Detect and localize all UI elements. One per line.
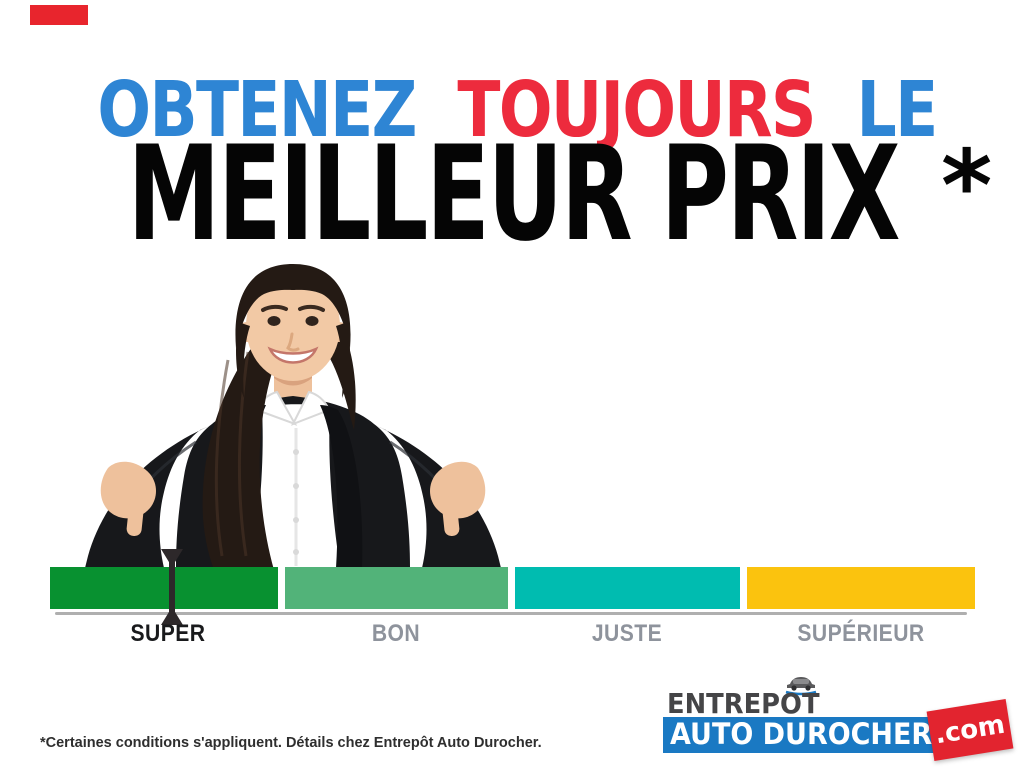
gauge-label-superieur: SUPÉRIEUR: [797, 620, 925, 647]
woman-figure: [85, 264, 501, 570]
gauge-segment-super: [50, 567, 278, 609]
logo-auto-durocher-text: AUTO DUROCHER: [670, 717, 933, 751]
gauge-segment-juste: [515, 567, 740, 609]
headline-word-toujours: TOUJOURS: [457, 66, 816, 155]
gauge-needle-icon: [161, 549, 183, 625]
headline-word-obtenez: OBTENEZ: [97, 66, 417, 155]
headline-word-le: LE: [856, 66, 938, 155]
car-icon: [785, 677, 817, 696]
gauge-segment-superieur: [747, 567, 975, 609]
red-marker: [30, 5, 88, 25]
logo-entrepot-text: ENTREPOT: [667, 687, 820, 720]
disclaimer-text: *Certaines conditions s'appliquent. Déta…: [40, 735, 542, 751]
headline-line1: OBTENEZ TOUJOURS LE: [97, 66, 938, 155]
headline-asterisk: *: [941, 130, 993, 244]
logo-auto-durocher-bar: AUTO DUROCHER: [663, 717, 938, 753]
gauge-shadow: [55, 612, 967, 615]
gauge-label-bon: BON: [371, 620, 421, 647]
headline-line2: MEILLEUR PRIX: [127, 117, 901, 270]
gauge-label-juste: JUSTE: [591, 620, 663, 647]
logo-com-text: .com: [932, 709, 1008, 751]
gauge-label-super: SUPER: [130, 620, 206, 647]
gauge-segment-bon: [285, 567, 508, 609]
